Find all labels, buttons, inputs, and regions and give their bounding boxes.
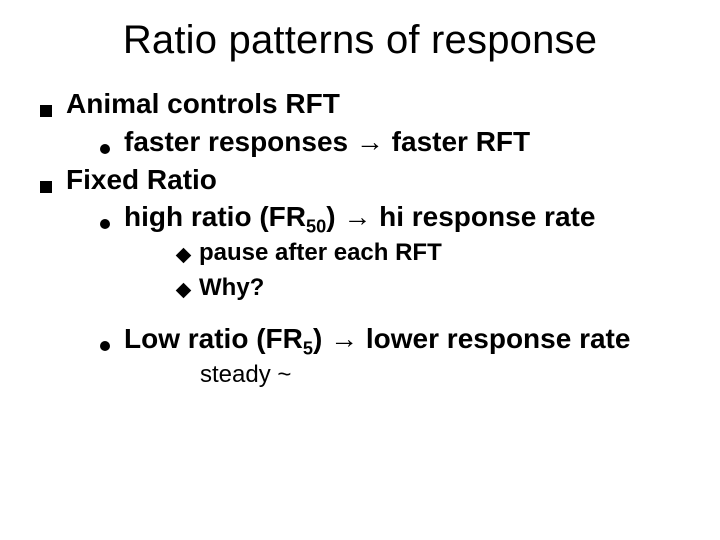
text-low-ratio: Low ratio (FR5) → lower response rate	[124, 320, 680, 358]
text-part: hi response rate	[371, 201, 595, 232]
bullet-level1: Fixed Ratio	[40, 161, 680, 199]
diamond-bullet-icon	[176, 248, 192, 264]
diamond-bullet-icon	[176, 283, 192, 299]
text-faster-responses: faster responses → faster RFT	[124, 123, 680, 161]
text-part: Low ratio (FR	[124, 323, 303, 354]
bullet-level1: Animal controls RFT	[40, 85, 680, 123]
subscript: 5	[303, 338, 313, 358]
bullet-level2: faster responses → faster RFT	[100, 123, 680, 161]
bullet-level3: Why?	[178, 271, 680, 306]
text-part: faster RFT	[384, 126, 530, 157]
text-part: )	[326, 201, 343, 232]
subscript: 50	[306, 217, 326, 237]
text-fixed-ratio: Fixed Ratio	[66, 161, 680, 199]
bullet-level3: pause after each RFT	[178, 236, 680, 271]
text-part: faster responses	[124, 126, 356, 157]
text-high-ratio: high ratio (FR50) → hi response rate	[124, 198, 680, 236]
disc-bullet-icon	[100, 219, 110, 229]
text-part: lower response rate	[358, 323, 630, 354]
text-steady: steady ~	[200, 358, 680, 392]
disc-bullet-icon	[100, 144, 110, 154]
text-animal-controls: Animal controls RFT	[66, 85, 680, 123]
bullet-level2: Low ratio (FR5) → lower response rate	[100, 320, 680, 358]
slide: Ratio patterns of response Animal contro…	[0, 0, 720, 540]
text-pause-after: pause after each RFT	[199, 236, 680, 271]
text-part: high ratio (FR	[124, 201, 306, 232]
disc-bullet-icon	[100, 341, 110, 351]
text-why: Why?	[199, 271, 680, 306]
square-bullet-icon	[40, 105, 52, 117]
slide-title: Ratio patterns of response	[40, 18, 680, 63]
arrow-icon: →	[356, 126, 384, 157]
bullet-level2: high ratio (FR50) → hi response rate	[100, 198, 680, 236]
square-bullet-icon	[40, 181, 52, 193]
arrow-icon: →	[343, 201, 371, 232]
text-part: )	[313, 323, 330, 354]
arrow-icon: →	[330, 323, 358, 354]
